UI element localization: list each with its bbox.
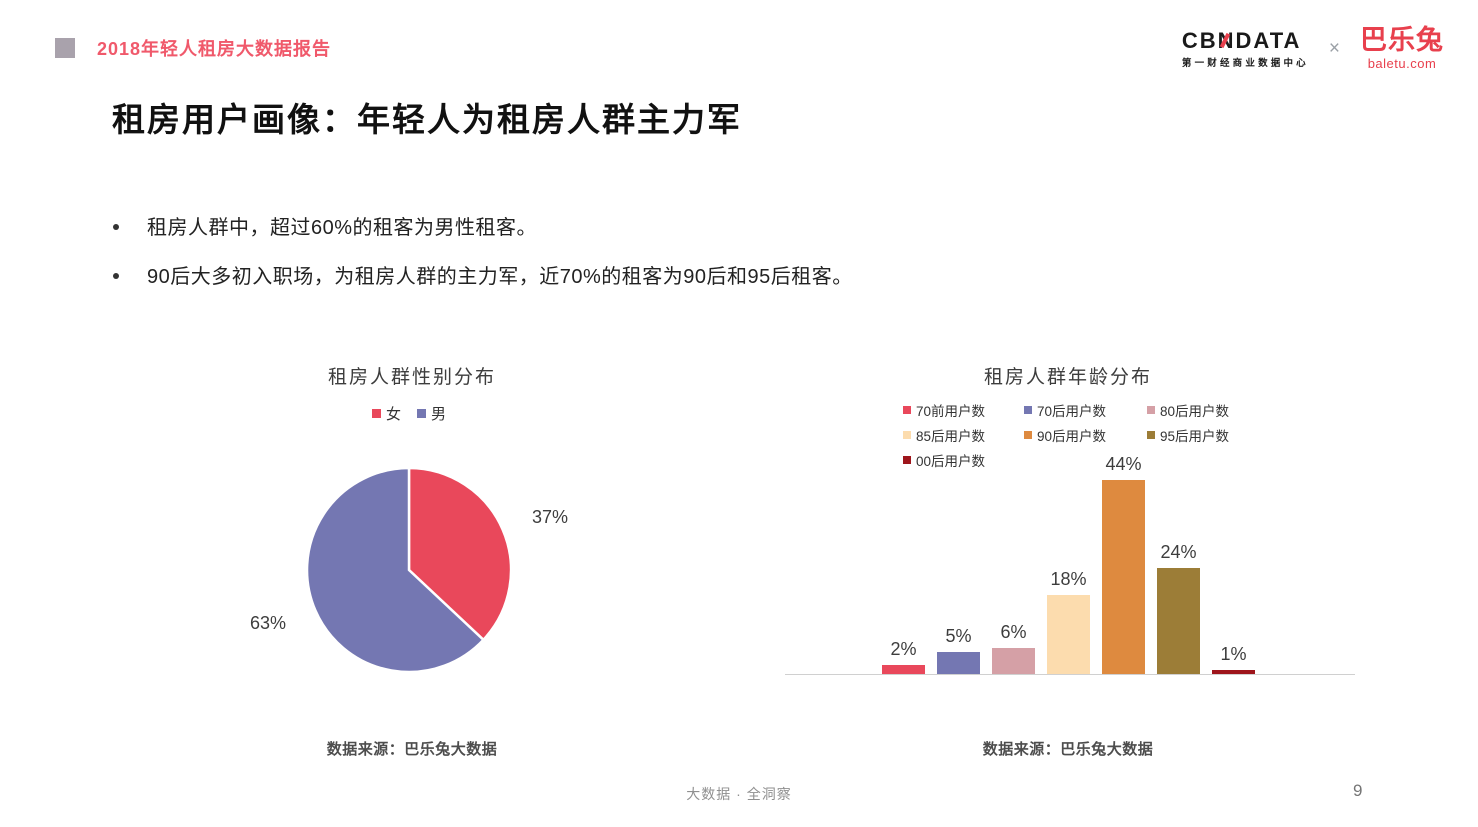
bar-rect [1212,669,1255,674]
legend-marker-icon [903,456,911,464]
bar-column: 6% [992,622,1035,674]
logo-cross-icon: × [1328,38,1340,60]
legend-item: 90后用户数 [1024,425,1147,445]
gender-pie-chart: 37% 63% [250,466,568,674]
legend-marker-icon [1147,431,1155,439]
cbndata-wordmark: CBNDATA [1182,29,1309,52]
bullet-list: 租房人群中，超过60%的租客为男性租客。 90后大多初入职场，为租房人群的主力军… [113,211,853,309]
legend-item: 00后用户数 [903,450,1024,470]
legend-item: 男 [417,403,446,424]
page-number: 9 [1353,781,1363,800]
legend-marker-icon [1024,431,1032,439]
legend-item: 85后用户数 [903,425,1024,445]
legend-label: 95后用户数 [1160,429,1230,444]
legend-label: 80后用户数 [1160,404,1230,419]
legend-marker-icon [903,406,911,414]
bullet-text: 90后大多初入职场，为租房人群的主力军，近70%的租客为90后和95后租客。 [147,266,853,288]
legend-item: 70后用户数 [1024,400,1147,420]
bar-column: 1% [1212,644,1255,674]
header-logos: CBNDATA 第一财经商业数据中心 × 巴乐兔 baletu.com [1182,25,1444,72]
bar-value-label: 44% [1105,454,1142,475]
bar-chart-title: 租房人群年龄分布 [983,367,1152,388]
legend-marker-icon [903,431,911,439]
cbndata-subtitle: 第一财经商业数据中心 [1181,57,1309,69]
page-title: 租房用户画像：年轻人为租房人群主力军 [112,101,742,138]
bar-rect [1047,594,1090,674]
bar-value-label: 2% [890,639,917,660]
pie-slice-value-label: 37% [532,507,568,527]
bar-column: 44% [1102,454,1145,674]
pie-slice [407,466,513,642]
legend-label: 女 [385,406,401,423]
legend-label: 70后用户数 [1037,404,1107,419]
legend-label: 男 [431,406,447,423]
legend-label: 90后用户数 [1037,429,1107,444]
baletu-wordmark: 巴乐兔 [1360,25,1444,55]
bar-value-label: 6% [1000,621,1027,642]
legend-label: 00后用户数 [916,454,986,469]
bar-rect [937,652,980,674]
bullet-dot-icon [113,273,119,279]
legend-item: 95后用户数 [1147,425,1229,445]
legend-label: 85后用户数 [916,429,986,444]
legend-label: 70前用户数 [916,404,986,419]
bar-value-label: 18% [1050,568,1087,589]
cbndata-cb: CB [1181,27,1218,53]
bar-value-label: 5% [945,626,972,646]
bar-rect [882,665,925,674]
pie-chart-source: 数据来源：巴乐兔大数据 [326,741,498,758]
cbndata-n: N [1218,29,1236,52]
bar-legend: 70前用户数 70后用户数 80后用户数 85后用户数 90后用户数 95后用户数 00后用… [903,400,1229,470]
legend-marker-icon [1147,406,1155,414]
footer-tagline: 大数据 · 全洞察 [686,786,792,802]
bar-rect [992,647,1035,674]
bar-column: 2% [882,639,925,674]
legend-marker-icon [371,409,381,418]
bar-column: 18% [1047,569,1090,674]
header-left: 2018年轻人租房大数据报告 [55,35,331,61]
bullet-item: 租房人群中，超过60%的租客为男性租客。 [113,211,853,240]
bullet-item: 90后大多初入职场，为租房人群的主力军，近70%的租客为90后和95后租客。 [113,260,853,289]
pie-slice [305,466,486,674]
report-title: 2018年轻人租房大数据报告 [97,39,332,59]
baletu-url: baletu.com [1367,56,1437,72]
legend-item: 女 [371,403,401,424]
pie-chart-title: 租房人群性别分布 [327,367,496,388]
cbndata-logo: CBNDATA 第一财经商业数据中心 [1182,29,1309,69]
pie-legend: 女男 [259,403,559,424]
legend-marker-icon [417,409,426,418]
header-square-marker [55,38,75,58]
bar-column: 24% [1157,542,1200,674]
bar-rect [1102,480,1145,674]
bar-rect [1157,568,1200,674]
bullet-text: 租房人群中，超过60%的租客为男性租客。 [147,217,538,239]
cbndata-data: DATA [1235,27,1302,53]
age-bar-chart: 2% 5% 6% 18% 44% 24% 1% [785,437,1355,675]
legend-marker-icon [1024,406,1032,414]
bar-value-label: 24% [1160,542,1197,563]
legend-item: 70前用户数 [903,400,1024,420]
bar-value-label: 1% [1220,643,1247,664]
legend-item: 80后用户数 [1147,400,1229,420]
bar-chart-source: 数据来源：巴乐兔大数据 [982,741,1154,758]
baletu-logo: 巴乐兔 baletu.com [1360,25,1444,72]
pie-slice-value-label: 63% [250,613,286,633]
bar-column: 5% [937,626,980,674]
bullet-dot-icon [113,224,119,230]
